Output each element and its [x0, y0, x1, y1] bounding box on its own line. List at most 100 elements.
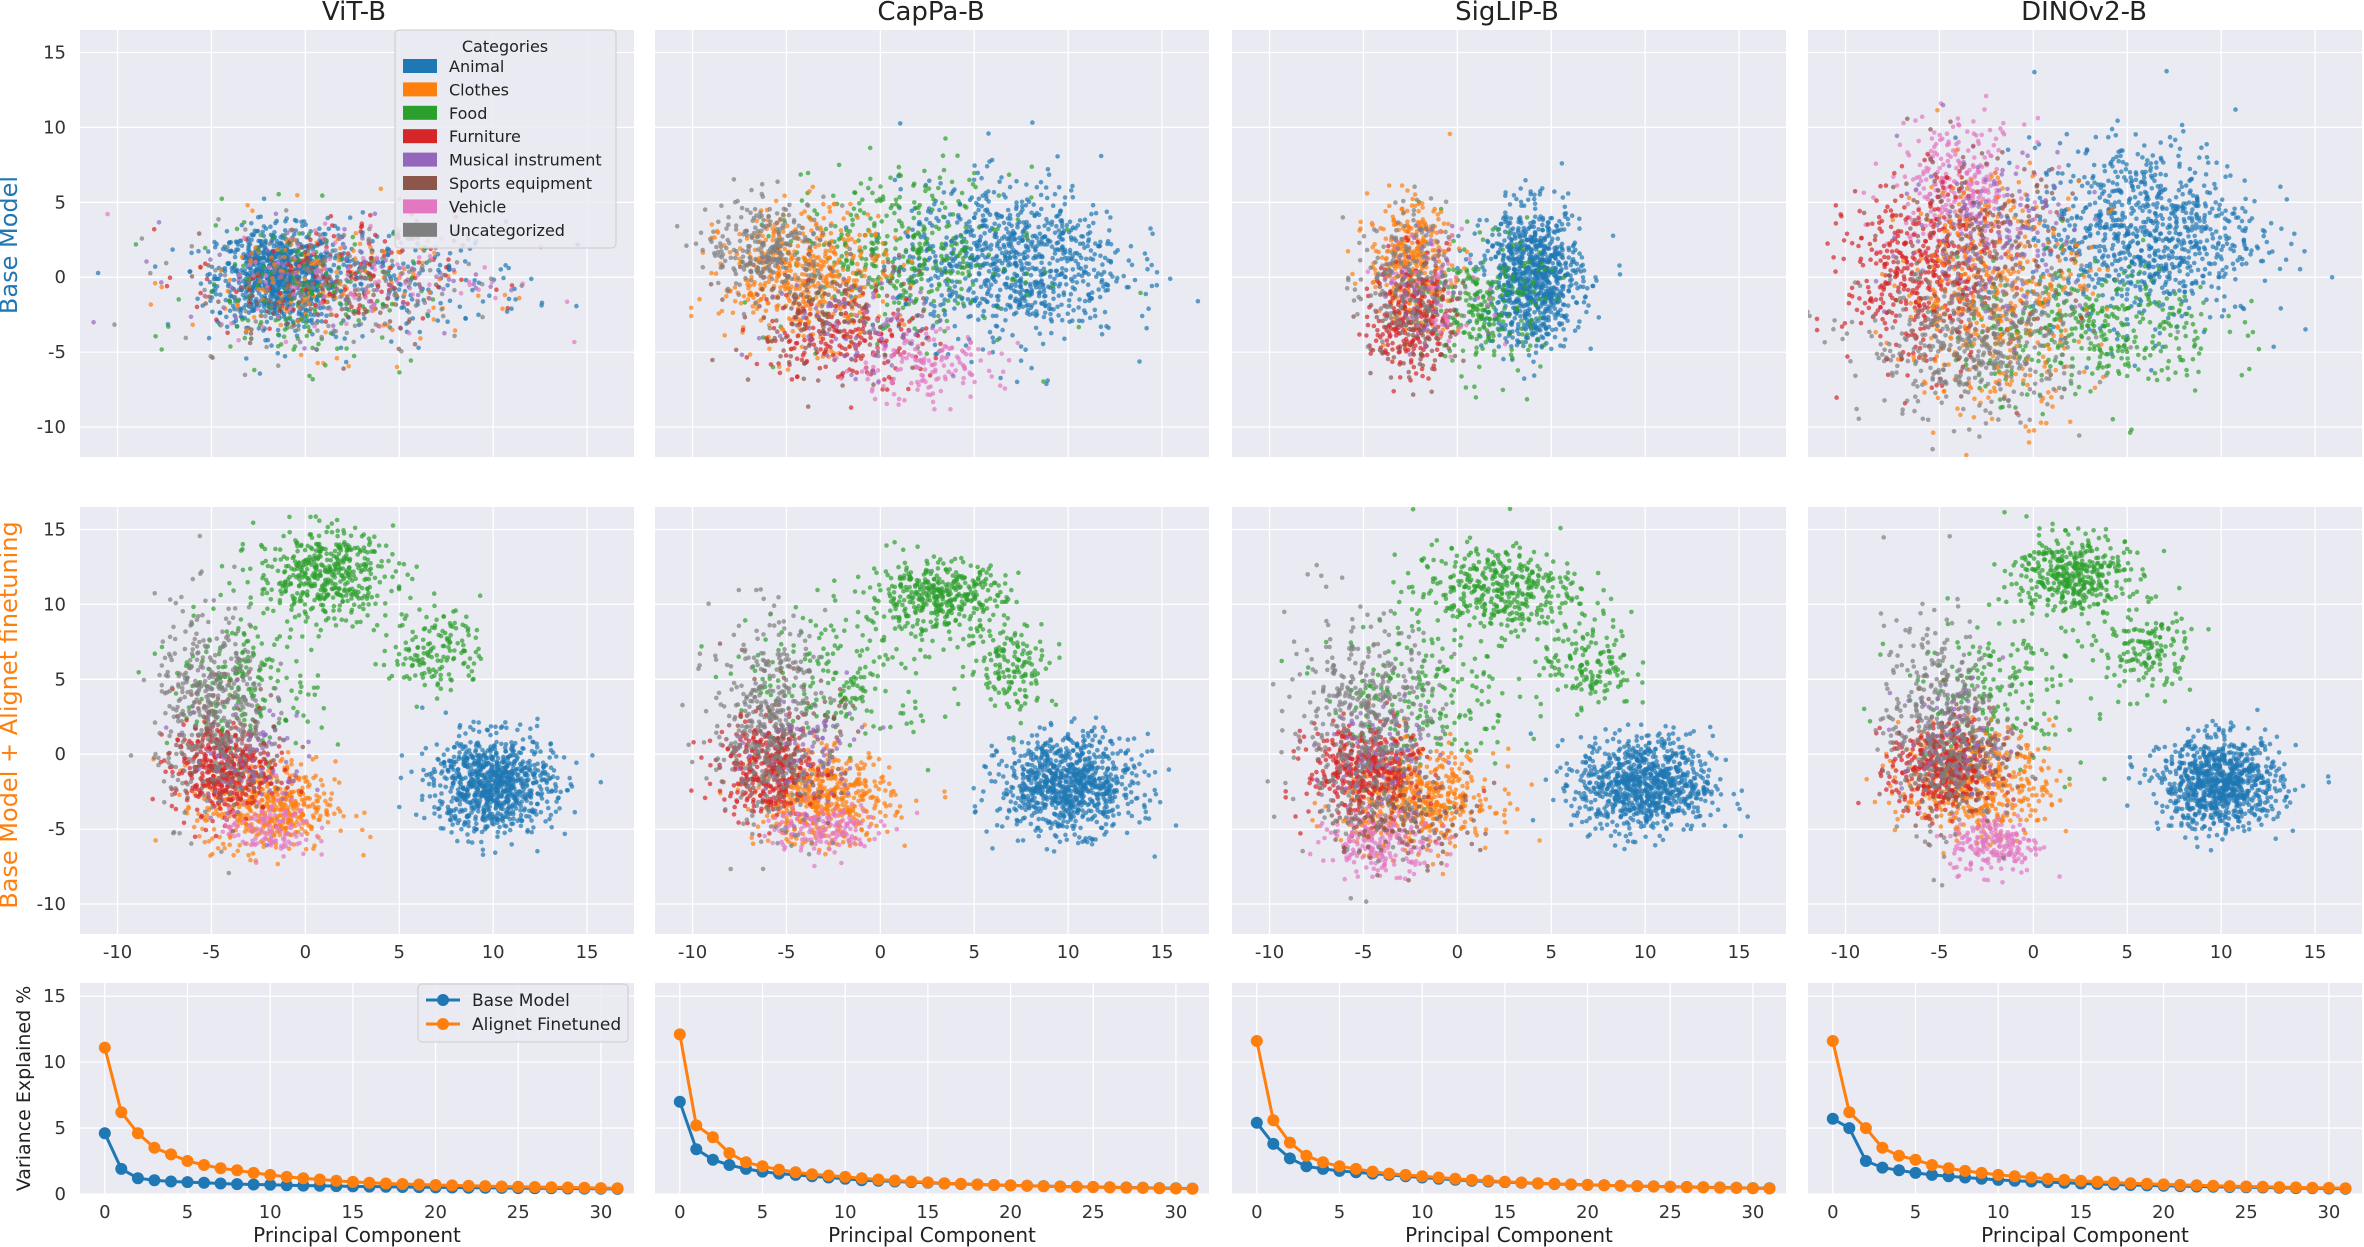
point-musical-instrument	[434, 274, 439, 280]
point-furniture	[349, 304, 354, 310]
point-vehicle	[916, 382, 921, 388]
point-clothes	[500, 306, 505, 312]
point-sports-equipment	[341, 366, 346, 371]
point-uncategorized	[427, 268, 433, 273]
point-food	[960, 239, 965, 244]
point-sports-equipment	[869, 252, 874, 258]
point-uncategorized	[302, 266, 308, 271]
point-animal	[941, 190, 947, 195]
point-animal	[1001, 220, 1007, 226]
point-animal	[1102, 309, 1108, 315]
point-uncategorized	[724, 226, 729, 231]
point-vehicle	[322, 221, 328, 226]
point-furniture	[904, 297, 909, 303]
point-musical-instrument	[297, 339, 303, 345]
point-clothes	[754, 218, 759, 224]
point-uncategorized	[718, 241, 723, 246]
point-uncategorized	[328, 312, 333, 318]
point-sports-equipment	[848, 251, 853, 257]
point-clothes	[288, 300, 294, 305]
point-sports-equipment	[862, 330, 867, 336]
point-clothes	[844, 252, 850, 257]
point-sports-equipment	[921, 308, 926, 314]
point-animal	[249, 232, 254, 237]
point-vehicle	[889, 379, 894, 385]
point-uncategorized	[739, 205, 745, 211]
point-musical-instrument	[824, 353, 830, 358]
point-animal	[1020, 203, 1025, 209]
point-animal	[984, 196, 989, 202]
point-furniture	[164, 283, 170, 289]
point-animal	[472, 278, 478, 283]
point-musical-instrument	[871, 295, 876, 300]
point-animal	[979, 296, 985, 302]
point-clothes	[857, 245, 863, 250]
point-clothes	[821, 201, 826, 207]
point-sports-equipment	[407, 317, 412, 322]
point-animal	[988, 293, 994, 299]
point-musical-instrument	[202, 293, 207, 299]
point-food	[917, 245, 922, 251]
point-food	[874, 246, 879, 251]
point-sports-equipment	[817, 237, 823, 243]
point-vehicle	[915, 343, 921, 349]
point-animal	[300, 269, 305, 275]
point-uncategorized	[267, 241, 272, 247]
point-animal	[955, 336, 961, 342]
point-uncategorized	[761, 217, 766, 223]
point-vehicle	[377, 324, 382, 329]
point-uncategorized	[269, 304, 274, 310]
point-uncategorized	[762, 225, 767, 230]
point-uncategorized	[388, 277, 394, 282]
point-furniture	[842, 304, 847, 310]
point-animal	[1020, 304, 1026, 310]
point-animal	[1467, 260, 1473, 266]
point-uncategorized	[751, 215, 757, 221]
point-vehicle	[925, 392, 930, 397]
point-food	[942, 329, 947, 334]
point-uncategorized	[811, 263, 817, 268]
point-uncategorized	[253, 319, 259, 324]
point-animal	[1559, 222, 1565, 227]
point-animal	[206, 335, 212, 341]
point-food	[798, 172, 803, 177]
point-clothes	[323, 330, 328, 335]
point-food	[916, 205, 921, 210]
point-furniture	[277, 291, 283, 296]
point-clothes	[881, 260, 886, 265]
point-animal	[989, 275, 995, 281]
point-animal	[1056, 247, 1062, 253]
point-animal	[1083, 256, 1089, 262]
point-food	[391, 231, 396, 237]
point-clothes	[857, 310, 863, 315]
point-sports-equipment	[216, 299, 221, 305]
point-furniture	[787, 338, 793, 344]
point-animal	[238, 309, 243, 315]
point-food	[931, 197, 936, 202]
point-uncategorized	[732, 199, 738, 205]
point-furniture	[799, 357, 805, 363]
point-animal	[224, 314, 229, 320]
point-vehicle	[989, 374, 994, 379]
point-uncategorized	[775, 179, 780, 184]
point-animal	[1145, 267, 1150, 272]
point-clothes	[394, 364, 400, 370]
point-animal	[207, 279, 213, 285]
point-food	[742, 300, 748, 305]
point-vehicle	[344, 321, 349, 327]
point-animal	[1085, 282, 1091, 288]
point-sports-equipment	[802, 361, 807, 366]
point-animal	[1018, 358, 1024, 364]
point-sports-equipment	[755, 292, 760, 298]
point-uncategorized	[362, 276, 368, 281]
point-vehicle	[929, 362, 934, 368]
point-animal	[971, 290, 976, 295]
point-animal	[338, 345, 344, 351]
point-food	[967, 177, 972, 183]
point-musical-instrument	[889, 317, 894, 322]
point-furniture	[349, 275, 354, 280]
point-vehicle	[291, 292, 297, 297]
point-furniture	[379, 289, 384, 295]
point-uncategorized	[294, 240, 300, 245]
point-animal	[1113, 250, 1118, 255]
